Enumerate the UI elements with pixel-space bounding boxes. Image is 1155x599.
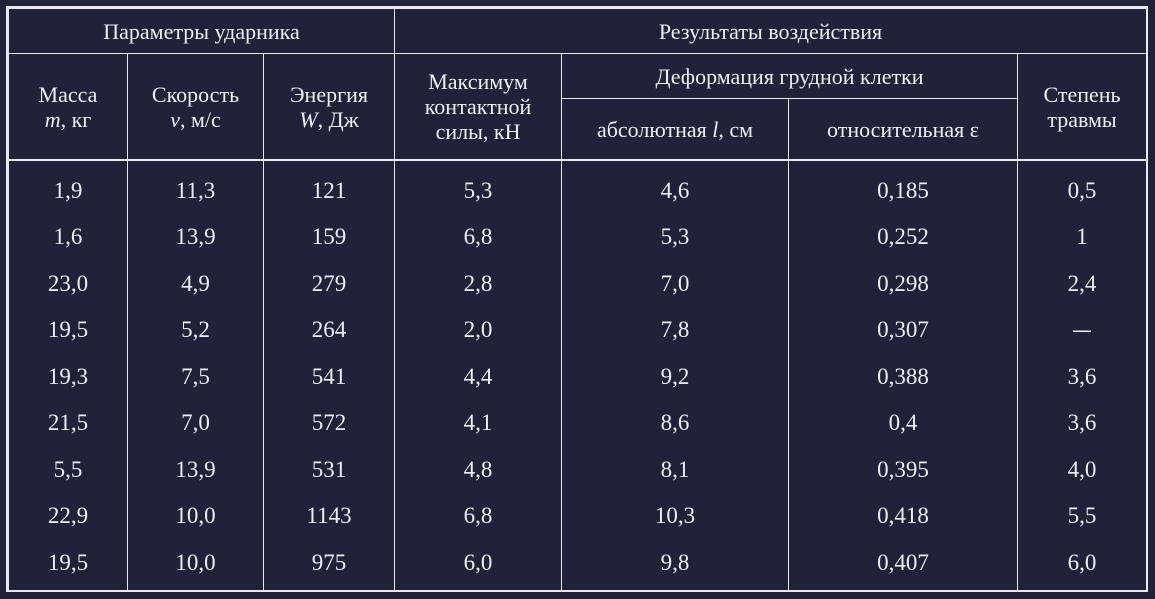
header-absolute-deformation: абсолютная l, см	[561, 98, 790, 161]
cell-max-force: 4,1	[394, 399, 563, 447]
cell-relative-deformation: 0,185	[788, 160, 1019, 215]
cell-relative-deformation: 0,407	[788, 539, 1019, 590]
cell-absolute-deformation: 9,2	[561, 353, 790, 400]
cell-speed: 5,2	[127, 306, 264, 354]
table-row: 22,9 10,0 1143 6,8 10,3 0,418 5,5	[8, 492, 1148, 540]
table-row: 19,5 5,2 264 2,0 7,8 0,307—	[8, 306, 1148, 354]
cell-injury-degree: 6,0	[1017, 539, 1148, 590]
table-header: Параметры ударника Результаты воздействи…	[7, 8, 1148, 161]
header-mass: Масса m, кг	[8, 53, 128, 161]
cell-mass: 19,3	[8, 353, 128, 400]
cell-speed: 4,9	[127, 260, 264, 307]
cell-relative-deformation: 0,252	[788, 214, 1019, 261]
cell-mass: 22,9	[8, 492, 128, 540]
table-body: 1,9 11,3 121 5,3 4,6 0,185 0,5 1,6 13,9 159 6,8 5,3…	[8, 160, 1148, 590]
cell-max-force: 2,0	[394, 306, 563, 354]
cell-max-force: 6,8	[394, 214, 563, 261]
cell-relative-deformation: 0,307	[788, 306, 1019, 354]
cell-absolute-deformation: 5,3	[561, 214, 790, 261]
cell-max-force: 5,3	[394, 160, 563, 215]
table-row: 1,6 13,9 159 6,8 5,3 0,252 1	[8, 214, 1148, 261]
table-row: 19,5 10,0 975 6,0 9,8 0,407 6,0	[8, 539, 1148, 590]
cell-energy: 121	[262, 160, 396, 215]
cell-injury-degree: 4,0	[1017, 446, 1148, 493]
cell-absolute-deformation: 9,8	[561, 539, 790, 590]
cell-energy: 572	[262, 399, 396, 447]
table-row: 21,5 7,0 572 4,1 8,6 0,4 3,6	[8, 399, 1148, 447]
header-energy: Энергия W, Дж	[262, 53, 396, 161]
cell-mass: 1,9	[8, 160, 128, 215]
cell-absolute-deformation: 10,3	[561, 492, 790, 540]
cell-energy: 159	[262, 214, 396, 261]
cell-energy: 264	[262, 306, 396, 354]
cell-mass: 5,5	[8, 446, 128, 493]
cell-injury-degree: 5,5	[1017, 492, 1148, 540]
cell-injury-degree: 1	[1017, 214, 1148, 261]
table-row: 1,9 11,3 121 5,3 4,6 0,185 0,5	[8, 160, 1148, 215]
cell-speed: 10,0	[127, 492, 264, 540]
cell-injury-degree: 0,5	[1017, 160, 1148, 215]
cell-energy: 1143	[262, 492, 396, 540]
cell-absolute-deformation: 4,6	[561, 160, 790, 215]
cell-relative-deformation: 0,418	[788, 492, 1019, 540]
cell-injury-degree: 3,6	[1017, 353, 1148, 400]
header-chest-deformation: Деформация грудной клетки	[561, 53, 1019, 99]
cell-max-force: 6,8	[394, 492, 563, 540]
cell-max-force: 6,0	[394, 539, 563, 590]
table-row: 19,3 7,5 541 4,4 9,2 0,388 3,6	[8, 353, 1148, 400]
cell-speed: 7,5	[127, 353, 264, 400]
header-impact-results: Результаты воздействия	[394, 8, 1148, 54]
cell-speed: 10,0	[127, 539, 264, 590]
cell-absolute-deformation: 8,6	[561, 399, 790, 447]
table-row: 5,5 13,9 531 4,8 8,1 0,395 4,0	[8, 446, 1148, 493]
header-relative-deformation: относительная ε	[788, 98, 1019, 161]
cell-speed: 13,9	[127, 446, 264, 493]
header-injury-degree: Степень травмы	[1017, 53, 1148, 161]
cell-injury-degree: —	[1017, 306, 1148, 354]
cell-max-force: 4,8	[394, 446, 563, 493]
header-speed: Скорость v, м/с	[127, 53, 264, 161]
cell-injury-degree: 3,6	[1017, 399, 1148, 447]
cell-relative-deformation: 0,4	[788, 399, 1019, 447]
header-impactor-parameters: Параметры ударника	[7, 8, 396, 54]
cell-mass: 23,0	[8, 260, 128, 307]
cell-relative-deformation: 0,395	[788, 446, 1019, 493]
cell-speed: 13,9	[127, 214, 264, 261]
cell-relative-deformation: 0,388	[788, 353, 1019, 400]
cell-mass: 1,6	[8, 214, 128, 261]
table-row: 23,0 4,9 279 2,8 7,0 0,298 2,4	[8, 260, 1148, 307]
cell-max-force: 4,4	[394, 353, 563, 400]
cell-mass: 21,5	[8, 399, 128, 447]
impact-results-table: Параметры ударника Результаты воздействи…	[7, 8, 1148, 590]
cell-mass: 19,5	[8, 539, 128, 590]
cell-absolute-deformation: 8,1	[561, 446, 790, 493]
cell-speed: 11,3	[127, 160, 264, 215]
cell-absolute-deformation: 7,8	[561, 306, 790, 354]
cell-energy: 541	[262, 353, 396, 400]
cell-max-force: 2,8	[394, 260, 563, 307]
cell-speed: 7,0	[127, 399, 264, 447]
cell-energy: 531	[262, 446, 396, 493]
header-max-contact-force: Максимум контактной силы, кН	[394, 53, 563, 161]
cell-energy: 975	[262, 539, 396, 590]
cell-energy: 279	[262, 260, 396, 307]
cell-mass: 19,5	[8, 306, 128, 354]
cell-injury-degree: 2,4	[1017, 260, 1148, 307]
cell-relative-deformation: 0,298	[788, 260, 1019, 307]
data-table-frame: Параметры ударника Результаты воздействи…	[6, 6, 1148, 592]
cell-absolute-deformation: 7,0	[561, 260, 790, 307]
